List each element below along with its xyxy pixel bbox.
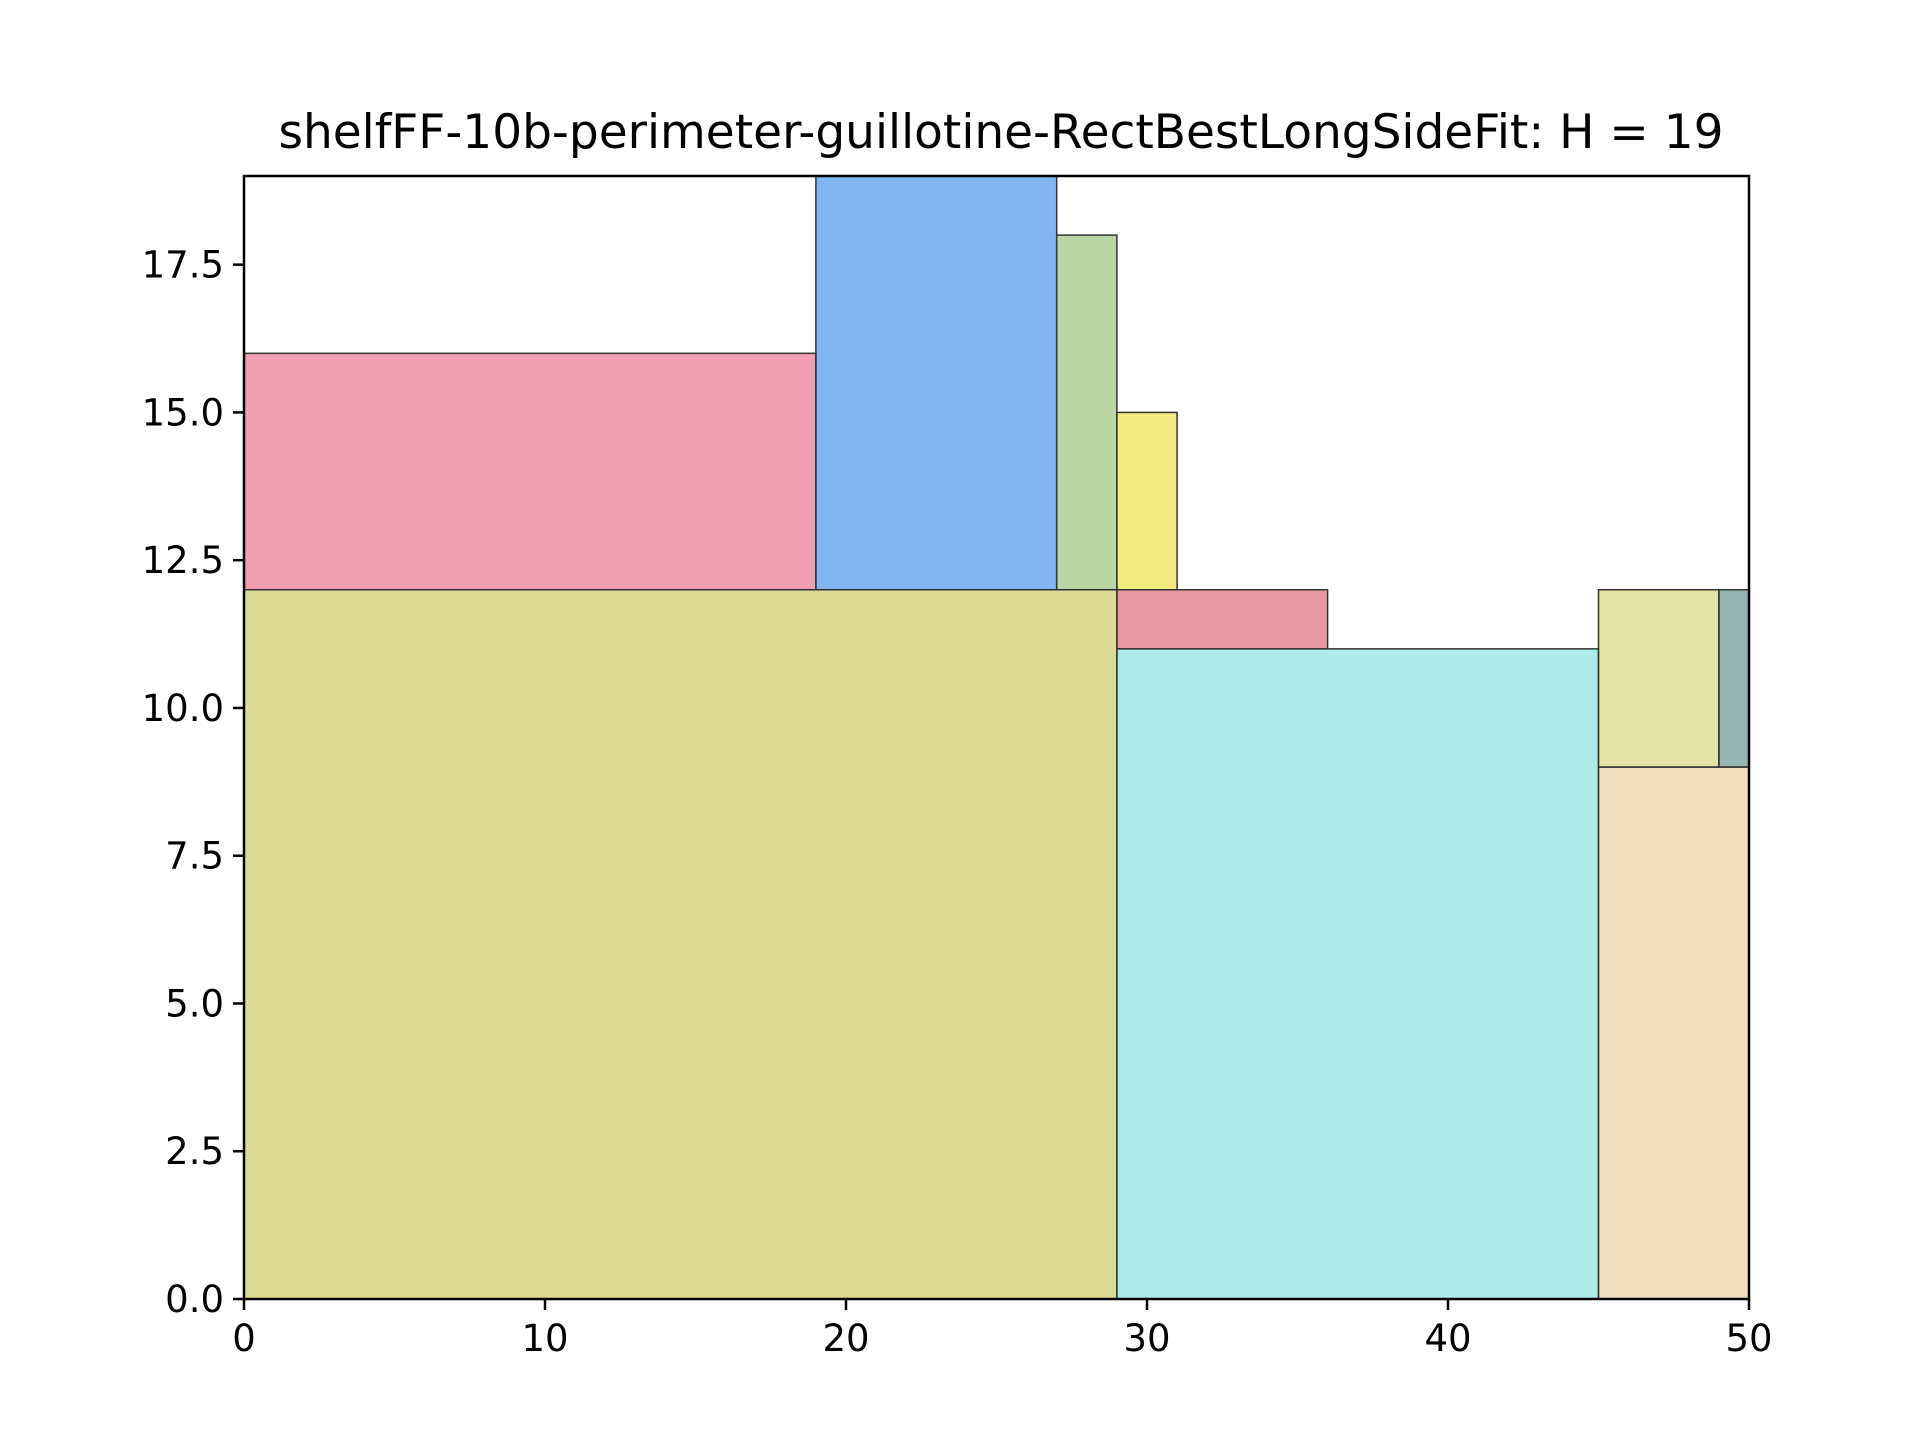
- y-tick-label: 5.0: [165, 982, 224, 1025]
- x-tick-label: 50: [1725, 1317, 1772, 1360]
- x-tick-label: 30: [1123, 1317, 1170, 1360]
- x-tick-label: 10: [521, 1317, 568, 1360]
- y-tick-label: 7.5: [165, 835, 224, 878]
- y-tick-label: 17.5: [142, 244, 224, 287]
- y-axis: 0.0 2.5 5.0 7.5 10.0 12.5 15.0 17.5: [142, 244, 244, 1321]
- packed-rect-2: [243, 352, 817, 591]
- y-tick-label: 12.5: [142, 539, 224, 582]
- y-tick-label: 10.0: [142, 687, 224, 730]
- packed-rect-5: [1116, 411, 1178, 591]
- packed-rect-1: [243, 588, 1118, 1300]
- packed-rect-6: [1116, 588, 1329, 650]
- x-tick-label: 20: [822, 1317, 869, 1360]
- y-tick-label: 15.0: [142, 391, 224, 434]
- y-tick-label: 0.0: [165, 1278, 224, 1321]
- packed-rect-7: [1116, 648, 1600, 1300]
- packed-rect-8: [1597, 766, 1750, 1300]
- x-axis: 0 10 20 30 40 50: [232, 1299, 1773, 1360]
- plot-frame: [242, 174, 1751, 1301]
- chart-title: shelfFF-10b-perimeter-guillotine-RectBes…: [278, 105, 1723, 160]
- packed-rect-9: [1597, 588, 1720, 768]
- packed-rect-4: [1055, 234, 1118, 591]
- packed-rectangles: [243, 175, 1750, 1300]
- x-tick-label: 40: [1424, 1317, 1471, 1360]
- packed-rect-10: [1718, 588, 1750, 768]
- x-tick-label: 0: [232, 1317, 256, 1360]
- y-tick-label: 2.5: [165, 1130, 224, 1173]
- packed-rect-3: [815, 175, 1058, 591]
